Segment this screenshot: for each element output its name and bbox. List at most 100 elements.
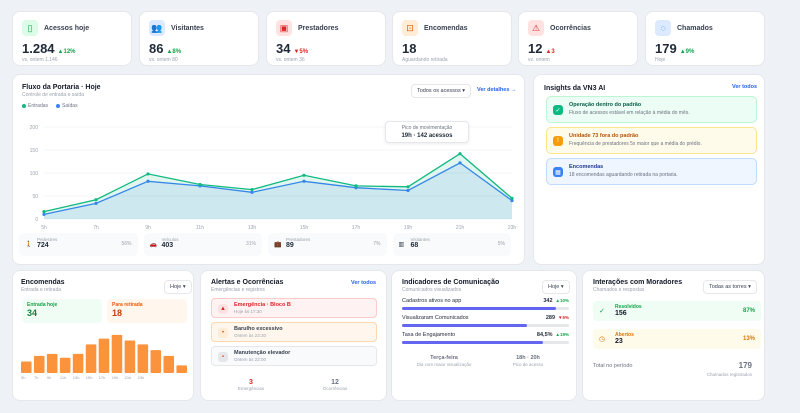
stat-card-0[interactable]: ▯ Acessos hoje 1.284 ▲12% vs. ontem 1.146 (12, 11, 132, 66)
alert-title: Emergência · Bloco B (234, 302, 291, 308)
data-point[interactable] (94, 198, 98, 202)
flow-legend: Entradas Saídas (22, 103, 515, 109)
data-point[interactable] (146, 179, 150, 183)
stat-value: 1.284 (22, 41, 55, 56)
summary-value: 68 (410, 242, 419, 249)
encomendas-bar-chart (21, 334, 187, 373)
stat-card-3[interactable]: ⊡ Encomendas 18 Aguardando retirada (392, 11, 512, 66)
data-point[interactable] (406, 185, 410, 189)
open-row[interactable]: ◷ Abertos 23 13% (593, 329, 761, 349)
encomendas-bar[interactable] (46, 353, 58, 373)
stat-change: ▼5% (293, 49, 309, 55)
legend-entradas: Entradas (22, 103, 48, 109)
data-point[interactable] (458, 152, 462, 156)
data-point[interactable] (198, 182, 202, 187)
encomendas-bar[interactable] (85, 344, 97, 373)
siren-icon: ▲ (218, 304, 228, 314)
flow-subtitle: Controle de entrada e saída (22, 92, 84, 98)
summary-visitantes: ▥ Visitantes 68 5% (392, 233, 511, 256)
data-point[interactable] (510, 196, 514, 200)
encomendas-bar[interactable] (124, 340, 136, 373)
alertas-see-all-link[interactable]: Ver todos (351, 280, 377, 286)
encomendas-bar[interactable] (33, 355, 45, 373)
id-icon: ▥ (398, 242, 405, 248)
data-point[interactable] (510, 199, 514, 203)
comm-bar-fill (402, 324, 528, 327)
flow-details-link[interactable]: Ver detalhes → (477, 87, 517, 93)
stat-head: ▣ Prestadores (276, 20, 376, 36)
data-point[interactable] (42, 212, 46, 216)
total-label: Total no período (593, 363, 633, 369)
data-point[interactable] (458, 161, 462, 165)
insight-desc: Frequência de prestadores 5x maior que a… (569, 141, 702, 147)
alert-item[interactable]: ▪ Manutenção elevador Ontem às 22:00 (211, 346, 377, 366)
flow-filter-select[interactable]: Todos os acessos ▾ (411, 84, 472, 98)
comm-row: Visualizaram Comunicados 289 ▼5% (402, 315, 569, 327)
summary-label: Visitantes (410, 237, 430, 242)
encomendas-x-axis: 5h 7h 9h 11h 13h 15h 17h 19h 21h 23h (21, 375, 187, 383)
encomendas-bar[interactable] (163, 355, 175, 373)
data-point[interactable] (250, 190, 254, 194)
comm-bar (402, 307, 569, 310)
stat-value-row: 18 (402, 41, 502, 56)
encomendas-x-label: 19h (111, 375, 119, 380)
comunicacao-subtitle: Comunicados visualizados (402, 287, 462, 293)
data-point[interactable] (42, 210, 46, 214)
data-point[interactable] (250, 187, 254, 192)
insights-see-all-link[interactable]: Ver todos (732, 84, 758, 90)
data-point[interactable] (94, 201, 98, 205)
x-tick-label: 23h (508, 225, 517, 231)
summary-prestadores: 💼 Prestadores 89 7% (268, 233, 387, 256)
series-area-entradas (44, 153, 512, 219)
data-point[interactable] (406, 188, 410, 193)
alert-item[interactable]: • Barulho excessivo Ontem às 23:30 (211, 322, 377, 342)
car-icon: 🚗 (149, 242, 157, 248)
encomendas-bar[interactable] (21, 361, 32, 373)
encomendas-bar[interactable] (59, 357, 71, 373)
stat-card-4[interactable]: ⚠ Ocorrências 12 ▲3 vs. ontem (518, 11, 638, 66)
insight-item[interactable]: ✓ Operação dentro do padrão Fluxo de acess… (546, 96, 757, 123)
data-point[interactable] (302, 179, 306, 183)
stat-card-1[interactable]: 👥 Visitantes 86 ▲8% vs. ontem 80 (139, 11, 259, 66)
encomendas-bar[interactable] (137, 344, 149, 373)
stat-card-5[interactable]: ◌ Chamados 179 ▲9% Hoje (645, 11, 765, 66)
encomendas-bar[interactable] (150, 350, 162, 373)
data-point[interactable] (354, 184, 358, 188)
data-point[interactable] (302, 173, 306, 177)
alertas-occ-count: 12 Ocorrências (322, 379, 348, 391)
alert-title: Barulho excessivo (234, 326, 283, 332)
encomendas-x-label: 7h (34, 375, 39, 380)
resolved-row[interactable]: ✓ Resolvidos 156 87% (593, 301, 761, 321)
comm-change: ▲10% (555, 298, 569, 303)
stat-card-2[interactable]: ▣ Prestadores 34 ▼5% vs. ontem 36 (266, 11, 386, 66)
alert-item[interactable]: ▲ Emergência · Bloco B Hoje às 17:30 (211, 298, 377, 318)
series-line-saídas (43, 162, 513, 216)
stat-value-row: 86 ▲8% (149, 41, 249, 56)
encomendas-filter-select[interactable]: Hoje ▾ (164, 280, 192, 294)
stat-label: Ocorrências (550, 24, 591, 32)
encomendas-x-label: 21h (124, 375, 132, 380)
warning-icon: ⚠ (528, 20, 544, 36)
encomendas-in-label: Entrada hoje (27, 302, 58, 308)
encomendas-bar[interactable] (111, 334, 123, 373)
peak-access: 18h · 20h Pico de acesso (512, 355, 544, 367)
encomendas-bar[interactable] (98, 338, 110, 373)
stat-label: Encomendas (424, 24, 468, 32)
insight-item[interactable]: ▦ Encomendas 18 encomendas aguardando reti… (546, 158, 757, 185)
comunicacao-filter-select[interactable]: Hoje ▾ (542, 280, 570, 294)
comm-value-group: 84,5% ▲19% (537, 332, 569, 338)
comm-change: ▲19% (555, 332, 569, 337)
flow-summary: 🚶 Pedestres 724 56% 🚗 Veículos 403 31% 💼 Prestado… (19, 233, 511, 256)
data-point[interactable] (146, 172, 150, 176)
encomendas-subtitle: Entrada e retirada (21, 287, 62, 293)
insight-item[interactable]: ! Unidade 73 fora do padrão Frequência de … (546, 127, 757, 154)
comm-change: ▼5% (558, 315, 569, 320)
alertas-title: Alertas e Ocorrências (211, 279, 284, 286)
x-tick-label: 5h (41, 225, 47, 231)
interacoes-filter-select[interactable]: Todas as torres ▾ (703, 280, 757, 294)
encomendas-bar[interactable] (176, 365, 187, 373)
stat-sub: vs. ontem 1.146 (22, 57, 58, 63)
encomendas-bar[interactable] (72, 353, 84, 373)
comm-label: Taxa de Engajamento (402, 332, 456, 338)
summary-value: 89 (286, 242, 294, 249)
